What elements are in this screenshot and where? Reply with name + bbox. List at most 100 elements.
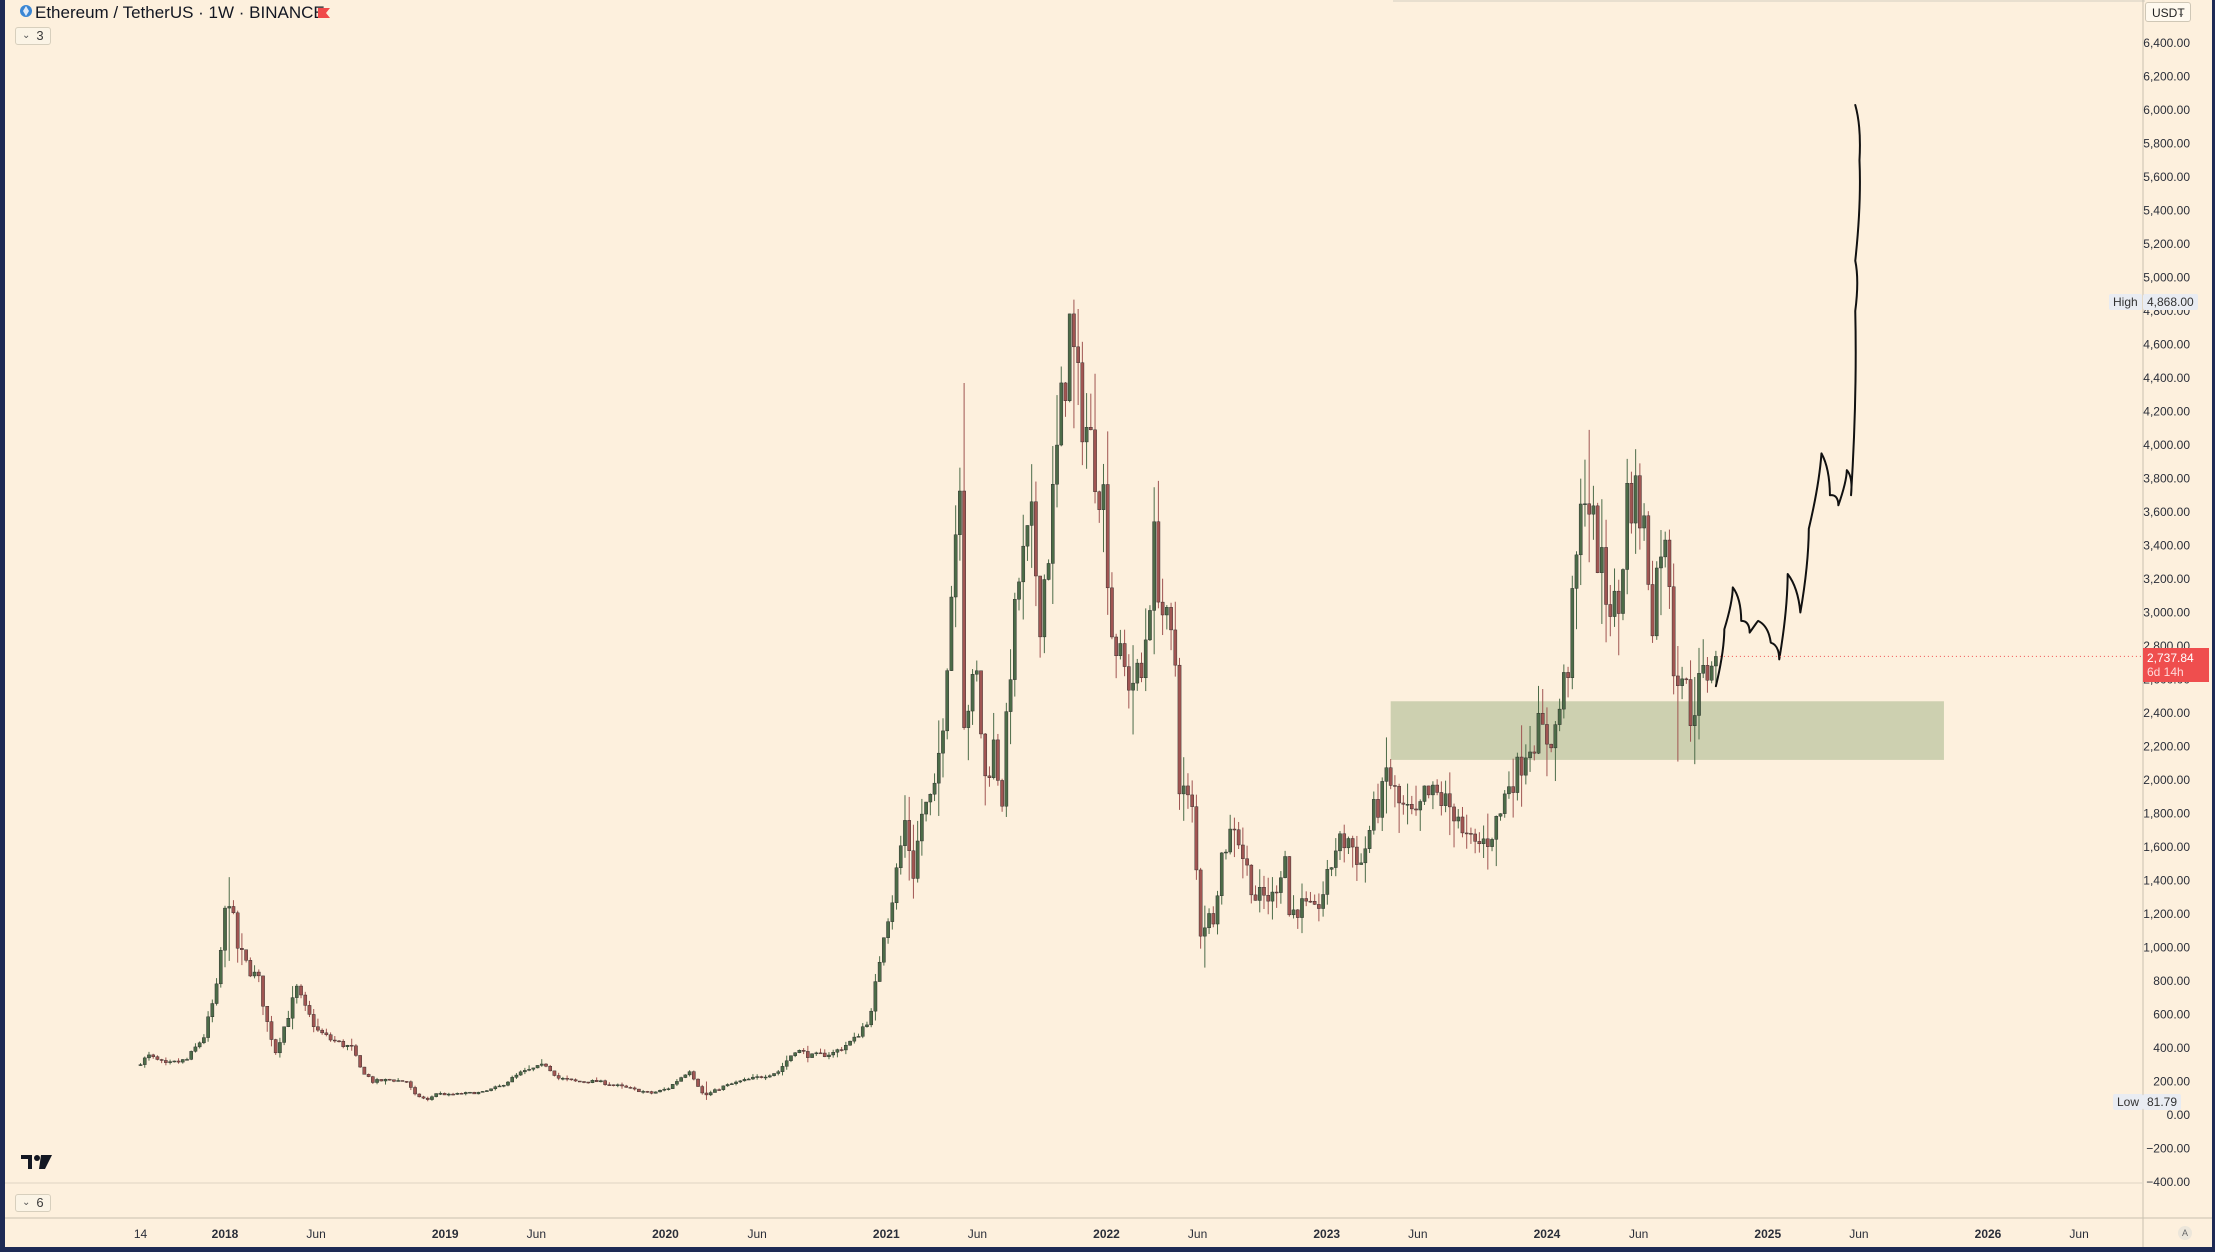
candle-body [413, 1087, 417, 1095]
candle-body [278, 1042, 282, 1054]
candle-body [1507, 786, 1511, 795]
candle-body [1464, 832, 1469, 835]
candle-body [1384, 767, 1389, 782]
candle-body [1612, 590, 1617, 617]
candle-body [1308, 900, 1313, 903]
candle-body [1498, 813, 1503, 817]
candle-body [844, 1045, 848, 1051]
y-tick-label: 5,400.00 [2143, 204, 2190, 218]
candle-body [1241, 844, 1245, 859]
candle-body [1502, 793, 1507, 814]
candle-body [468, 1091, 472, 1094]
candle-body [1469, 833, 1473, 835]
candle-body [1110, 587, 1114, 638]
candle-body [890, 902, 895, 922]
candle-body [354, 1045, 358, 1056]
panes-count: 6 [36, 1195, 44, 1210]
x-tick-label: 2025 [1754, 1227, 1781, 1241]
candle-body [932, 782, 937, 795]
candle-body [789, 1055, 793, 1061]
candle-body [1405, 804, 1410, 806]
candle-body [1714, 656, 1718, 667]
candle-body [1245, 858, 1249, 866]
y-tick-label: 6,400.00 [2143, 36, 2190, 50]
y-tick-label: 4,000.00 [2143, 438, 2190, 452]
candle-body [751, 1076, 755, 1080]
candle-body [1600, 547, 1604, 573]
high-marker-value: 4,868.00 [2143, 294, 2198, 310]
chart-canvas[interactable]: −400.00 −200.00 0.00 200.00 400.00 600.00 800.… [5, 0, 2212, 1247]
candle-body [1346, 838, 1351, 849]
candle-body [911, 850, 916, 879]
candle-body [1646, 515, 1651, 585]
candle-body [366, 1074, 371, 1077]
candle-body [1397, 785, 1401, 804]
y-tick-label: −400.00 [2146, 1175, 2190, 1189]
y-tick-label: 4,200.00 [2143, 405, 2190, 419]
candle-body [704, 1092, 709, 1096]
candle-body [653, 1091, 658, 1094]
candle-body [539, 1063, 544, 1066]
candle-body [311, 1014, 316, 1027]
candle-body [1393, 785, 1397, 787]
x-tick-label: 2018 [212, 1227, 239, 1241]
candle-body [915, 840, 920, 879]
symbol-title[interactable]: Ethereum / TetherUS · 1W · BINANCE [35, 3, 325, 22]
candle-body [1063, 382, 1068, 401]
candle-body [1203, 927, 1207, 937]
candle-body [1165, 607, 1169, 616]
candle-body [556, 1075, 561, 1079]
candle-body [1084, 427, 1089, 443]
candle-body [214, 983, 219, 1004]
candle-body [1194, 806, 1199, 871]
candle-body [1190, 794, 1194, 807]
candle-body [1629, 483, 1634, 524]
candle-body [949, 596, 954, 671]
panes-collapse-button[interactable]: ⌄ 6 [15, 1194, 51, 1212]
candle-body [599, 1080, 603, 1083]
candle-body [658, 1090, 662, 1093]
candle-body [265, 1006, 270, 1022]
indicators-collapse-button[interactable]: ⌄ 3 [15, 27, 51, 45]
candle-body [1219, 852, 1224, 896]
candle-body [548, 1066, 553, 1072]
candle-body [1160, 601, 1165, 616]
candle-body [442, 1093, 447, 1096]
tradingview-logo-icon[interactable] [21, 1153, 53, 1171]
candle-body [387, 1078, 392, 1081]
candle-body [240, 948, 244, 950]
candle-body [730, 1083, 734, 1085]
candle-body [1017, 581, 1021, 600]
candle-body [400, 1080, 405, 1082]
auto-scale-button[interactable]: A [2178, 1226, 2192, 1240]
candle-body [337, 1040, 341, 1043]
x-tick-label: Jun [1408, 1227, 1427, 1241]
flag-icon[interactable] [317, 7, 331, 19]
candle-body [168, 1061, 172, 1063]
candle-body [683, 1074, 688, 1078]
candle-body [721, 1085, 726, 1090]
candle-body [1279, 877, 1283, 893]
candle-body [920, 813, 924, 842]
chevron-down-icon: ⌄ [2177, 8, 2185, 18]
candle-body [1536, 713, 1541, 754]
candle-body [763, 1076, 768, 1079]
candle-body [666, 1088, 671, 1090]
candle-body [1566, 672, 1570, 678]
candle-body [1604, 547, 1608, 605]
candle-body [1287, 856, 1292, 916]
candle-body [1359, 862, 1363, 865]
y-tick-label: 4,400.00 [2143, 371, 2190, 385]
candle-body [594, 1080, 599, 1083]
candle-body [1486, 838, 1490, 847]
y-tick-label: 1,400.00 [2143, 874, 2190, 888]
candle-body [544, 1063, 548, 1067]
candle-body [223, 907, 227, 951]
candle-body [176, 1060, 181, 1063]
candle-body [206, 1016, 210, 1038]
candle-body [535, 1065, 540, 1069]
candle-body [1105, 484, 1110, 589]
candle-body [324, 1032, 329, 1035]
candle-body [282, 1026, 286, 1043]
currency-selector[interactable]: USDT ⌄ [2145, 2, 2191, 22]
